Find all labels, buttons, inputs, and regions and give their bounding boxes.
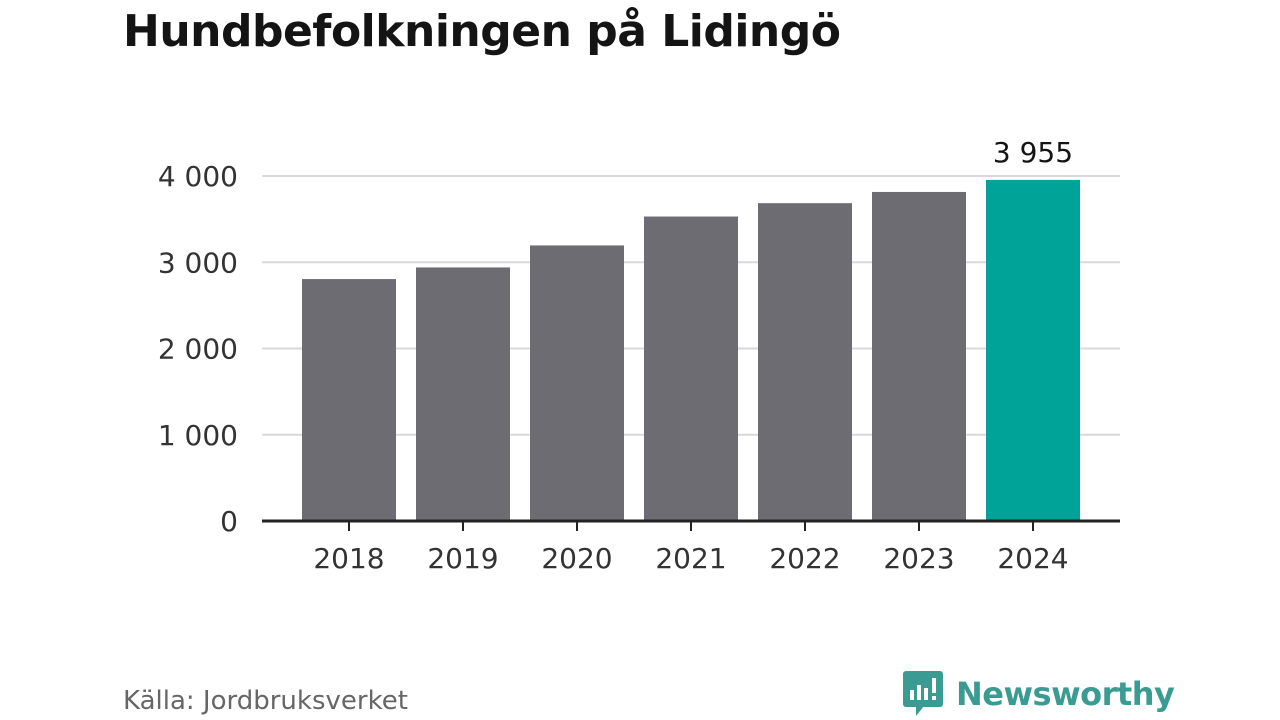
brand-name: Newsworthy [956, 675, 1175, 713]
chart-title: Hundbefolkningen på Lidingö [123, 6, 841, 57]
bar-2020 [530, 245, 624, 521]
bar-2023 [872, 191, 966, 522]
x-tick-label: 2021 [655, 542, 726, 575]
y-tick-label: 2 000 [158, 333, 238, 366]
bar-2024 [986, 179, 1080, 521]
y-tick-label: 4 000 [158, 160, 238, 193]
bar-2019 [416, 267, 510, 521]
y-tick-label: 3 000 [158, 246, 238, 279]
x-tick-label: 2022 [769, 542, 840, 575]
x-tick-label: 2018 [313, 542, 384, 575]
x-tick-label: 2019 [427, 542, 498, 575]
brand-logo: Newsworthy [902, 670, 1175, 718]
y-tick-label: 0 [220, 505, 238, 538]
data-label: 3 955 [993, 136, 1073, 169]
x-tick-label: 2024 [997, 542, 1068, 575]
source-note: Källa: Jordbruksverket [123, 686, 408, 716]
x-tick-label: 2020 [541, 542, 612, 575]
bar-2022 [758, 203, 852, 521]
bar-2018 [302, 279, 396, 521]
bar-2021 [644, 216, 738, 521]
x-tick-label: 2023 [883, 542, 954, 575]
y-tick-label: 1 000 [158, 419, 238, 452]
newsworthy-logo-icon [903, 671, 943, 716]
